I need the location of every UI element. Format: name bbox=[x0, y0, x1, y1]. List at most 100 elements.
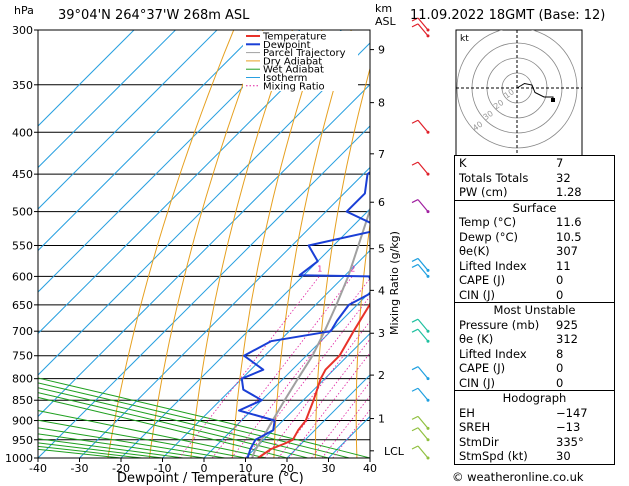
temp-tick-label: -30 bbox=[71, 462, 89, 475]
legend-label: Isotherm bbox=[263, 73, 307, 84]
wind-barb-feather bbox=[411, 318, 419, 323]
wind-barb-feather bbox=[411, 415, 419, 420]
index-row: Dewp (°C) 10.5 bbox=[455, 230, 614, 245]
temp-tick-label: 10 bbox=[239, 462, 253, 475]
km-tick-label: 7 bbox=[378, 148, 385, 161]
index-value: 32 bbox=[556, 170, 571, 185]
km-tick-label: 6 bbox=[378, 196, 385, 209]
wind-barb-feather bbox=[411, 257, 419, 262]
pressure-tick-label: 900 bbox=[12, 415, 33, 428]
index-value: 11.6 bbox=[556, 215, 582, 229]
isotherm-line bbox=[245, 332, 370, 458]
temp-tick-label: -10 bbox=[154, 462, 172, 475]
wind-barb-station bbox=[426, 268, 430, 272]
wind-barb-feather bbox=[411, 445, 419, 450]
index-row: Temp (°C) 11.6 bbox=[455, 215, 614, 230]
temp-tick-label: 40 bbox=[363, 462, 377, 475]
pressure-tick-label: 600 bbox=[12, 270, 33, 283]
hodograph-frame bbox=[455, 29, 583, 157]
index-value: 10.5 bbox=[556, 229, 582, 244]
dry-adiabat-line bbox=[314, 66, 370, 458]
km-axis-label: km bbox=[375, 2, 392, 15]
wind-barb-shaft bbox=[417, 264, 429, 277]
wind-barb-station bbox=[426, 274, 430, 278]
wind-barb-feather bbox=[411, 263, 419, 268]
index-label: Pressure (mb) bbox=[459, 317, 540, 332]
temp-tick-label: -40 bbox=[29, 462, 47, 475]
mixing-ratio-value: 10 bbox=[427, 264, 437, 273]
wind-barb-feather bbox=[411, 328, 419, 333]
temp-tick-label: 30 bbox=[322, 462, 336, 475]
index-label: StmSpd (kt) bbox=[459, 449, 528, 463]
index-label: CIN (J) bbox=[459, 375, 496, 390]
index-row: CAPE (J) 0 bbox=[455, 361, 614, 376]
wind-barb-shaft bbox=[417, 387, 429, 401]
indices-panel: K 7 Totals Totals 32 PW (cm) 1.28 Surface Tem… bbox=[454, 155, 615, 465]
legend-label: Dewpoint bbox=[263, 40, 311, 51]
hodograph-section: Hodograph EH −147 SREH −13 StmDir 335° StmSpd … bbox=[455, 390, 614, 464]
index-row: Lifted Index 8 bbox=[455, 347, 614, 362]
index-value: 0 bbox=[556, 375, 564, 390]
wet-adiabat-line bbox=[38, 387, 329, 458]
pressure-tick-label: 300 bbox=[12, 24, 33, 37]
index-label: Totals Totals bbox=[459, 170, 529, 185]
x-axis-label: Dewpoint / Temperature (°C) bbox=[117, 471, 304, 486]
km-tick-label: 9 bbox=[378, 44, 385, 57]
isotherm-line bbox=[38, 83, 370, 418]
index-value: 0 bbox=[556, 273, 564, 287]
unstable-title: Most Unstable bbox=[493, 303, 576, 317]
wet-adiabat-line bbox=[38, 382, 350, 458]
index-row: Lifted Index 11 bbox=[455, 259, 614, 274]
dry-adiabat-line bbox=[190, 30, 293, 458]
wind-barb-feather bbox=[411, 387, 419, 392]
index-label: CAPE (J) bbox=[459, 361, 506, 375]
isotherm-line bbox=[38, 30, 342, 335]
index-row: CIN (J) 0 bbox=[455, 288, 614, 303]
wind-barb-feather bbox=[411, 427, 419, 432]
mixing-ratio-value: 6 bbox=[403, 264, 408, 273]
wind-barbs bbox=[411, 17, 430, 460]
wind-barb-station bbox=[426, 329, 430, 333]
dry-adiabat-line bbox=[148, 30, 264, 458]
pressure-tick-label: 450 bbox=[12, 168, 33, 181]
index-row: PW (cm) 1.28 bbox=[455, 185, 614, 200]
km-tick-label: 1 bbox=[378, 413, 385, 426]
pressure-tick-label: 750 bbox=[12, 350, 33, 363]
dry-adiabat-line bbox=[231, 30, 323, 458]
wind-barb-shaft bbox=[417, 445, 429, 459]
legend-label: Wet Adiabat bbox=[263, 65, 324, 76]
index-row: StmSpd (kt) 30 bbox=[455, 449, 614, 464]
index-row: Totals Totals 32 bbox=[455, 171, 614, 186]
index-row: SREH −13 bbox=[455, 420, 614, 435]
wind-barb-station bbox=[426, 398, 430, 402]
pressure-tick-label: 1000 bbox=[5, 452, 33, 465]
isotherm-line bbox=[79, 166, 370, 458]
index-label: θe (K) bbox=[459, 332, 494, 346]
pressure-tick-label: 850 bbox=[12, 394, 33, 407]
isotherm-line bbox=[162, 249, 370, 458]
wind-barb-shaft bbox=[417, 199, 429, 212]
mixing-ratio-line bbox=[332, 409, 370, 458]
plot-frame bbox=[37, 29, 371, 459]
wet-adiabat-line bbox=[38, 377, 370, 458]
km-tick-label: 8 bbox=[378, 97, 385, 110]
mixing-ratio-value: 1 bbox=[317, 264, 322, 273]
wind-barb-station bbox=[426, 339, 430, 343]
index-row: θe(K) 307 bbox=[455, 244, 614, 259]
isotherm-line bbox=[38, 30, 176, 169]
km-tick-label: LCL bbox=[384, 445, 405, 458]
index-label: StmDir bbox=[459, 434, 499, 449]
mixing-ratio-line bbox=[311, 381, 370, 458]
wind-barb-shaft bbox=[417, 318, 429, 332]
index-value: 1.28 bbox=[556, 185, 582, 199]
km-tick-label: 5 bbox=[378, 243, 385, 256]
mixing-ratio-value: 2 bbox=[350, 264, 355, 273]
index-row: θe (K) 312 bbox=[455, 332, 614, 347]
legend-label: Dry Adiabat bbox=[263, 56, 322, 67]
isotherm-line bbox=[38, 30, 135, 127]
dry-adiabat-line bbox=[355, 221, 370, 458]
wind-barb-shaft bbox=[417, 23, 429, 37]
index-row: CAPE (J) 0 bbox=[455, 273, 614, 288]
